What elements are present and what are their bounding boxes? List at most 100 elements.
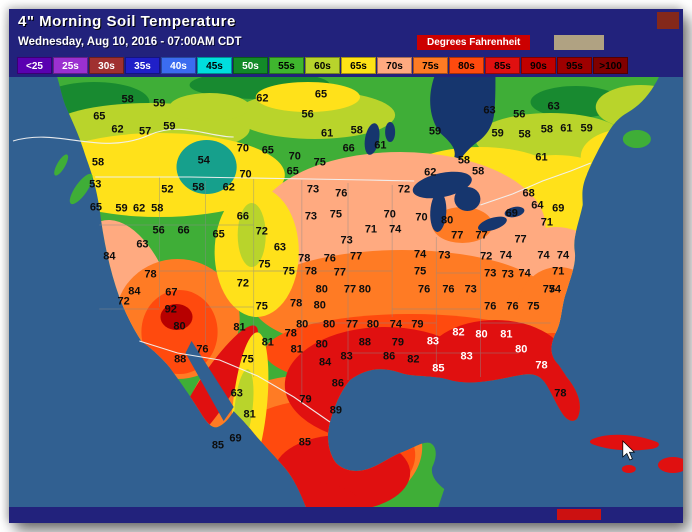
station-temp: 75	[282, 265, 295, 278]
station-temp: 75	[241, 353, 254, 366]
station-temp: 80	[296, 318, 309, 331]
station-temp: 58	[518, 128, 531, 141]
station-temp: 75	[542, 283, 555, 296]
station-temp: 68	[522, 187, 535, 200]
station-temp: 83	[426, 335, 440, 348]
station-temp: 69	[552, 202, 565, 215]
station-temp: 81	[261, 336, 274, 349]
station-temp: 79	[299, 393, 312, 405]
station-temp: 58	[121, 93, 134, 106]
station-temp: 74	[518, 267, 531, 280]
station-temp: 59	[491, 127, 504, 140]
station-temp: 70	[239, 168, 252, 181]
station-temp: 85	[211, 439, 225, 451]
station-temp: 86	[383, 350, 396, 363]
station-temp: 61	[560, 122, 573, 135]
station-temp: 72	[397, 183, 411, 196]
station-temp: 54	[197, 154, 210, 167]
station-temp: 63	[136, 238, 149, 251]
station-temp: 69	[505, 207, 518, 220]
legend-item-30s: 30s	[89, 56, 124, 74]
station-temp: 63	[547, 100, 560, 113]
station-temp: 82	[407, 353, 420, 366]
station-temp: 73	[464, 283, 477, 296]
hudson-bay	[430, 77, 496, 159]
station-temp: 80	[515, 343, 528, 356]
station-temp: 76	[442, 283, 455, 296]
legend-item-95s: 95s	[557, 56, 592, 74]
station-temp: 88	[358, 336, 371, 349]
mouse-cursor-icon	[622, 440, 636, 461]
station-temp: 73	[340, 234, 353, 247]
station-temp: 81	[243, 408, 256, 421]
station-temp: 71	[552, 265, 565, 278]
state-borders	[99, 177, 551, 402]
subtitle-bar: Wednesday, Aug 10, 2016 - 07:00AM CDT De…	[9, 33, 683, 53]
station-temp: 79	[411, 318, 424, 331]
corner-box	[657, 12, 679, 29]
station-temp: 59	[153, 97, 166, 110]
station-temp: 77	[451, 229, 464, 242]
station-temp: 80	[315, 338, 328, 351]
station-temp: 78	[289, 297, 303, 310]
station-temp: 76	[323, 252, 336, 265]
station-temp: 70	[415, 211, 428, 224]
legend-item-45s: 45s	[197, 56, 232, 74]
station-temp: 83	[460, 350, 473, 362]
station-temp: 73	[438, 249, 451, 262]
station-temp: 64	[531, 199, 544, 212]
station-temp: 58	[91, 156, 105, 169]
station-temp: 61	[321, 127, 334, 140]
islands	[54, 130, 683, 473]
station-temp: 73	[304, 210, 318, 223]
station-temp: 67	[165, 286, 178, 299]
station-temp: 71	[364, 223, 378, 236]
station-temp: 79	[391, 336, 405, 349]
legend-item-85s: 85s	[485, 56, 520, 74]
station-temp: 74	[537, 249, 550, 262]
station-temp: 62	[111, 123, 124, 136]
station-temp: 78	[298, 252, 311, 265]
station-temp: 63	[483, 104, 496, 117]
station-temp: 72	[255, 225, 268, 238]
station-temp: 80	[358, 283, 371, 296]
station-temp: 73	[306, 183, 320, 196]
station-temp: 74	[389, 318, 402, 331]
legend-item-60s: 60s	[305, 56, 340, 74]
station-temp: 66	[177, 224, 190, 236]
map: 58 59 62 65 56 63 56 63 58 58 61 59 65 62 57 59 61 58 66 61…	[9, 77, 683, 507]
station-temp: 80	[313, 299, 326, 312]
station-temp: 78	[554, 387, 567, 400]
station-temp: 72	[117, 295, 130, 308]
legend-item-25s: 25s	[53, 56, 88, 74]
station-temp: 85	[298, 436, 311, 448]
station-temp: 80	[440, 214, 454, 227]
station-temp: 73	[501, 268, 514, 281]
station-temp: 58	[192, 181, 205, 193]
station-temp: 58	[457, 154, 471, 167]
station-temp: 84	[128, 285, 141, 298]
station-temp: 80	[475, 328, 488, 341]
legend-item-55s: 55s	[269, 56, 304, 74]
tan-box	[554, 35, 604, 50]
station-temp: 62	[222, 181, 235, 193]
footer-red-box	[557, 509, 601, 520]
station-temp: 76	[196, 343, 209, 356]
station-temp: 77	[345, 318, 359, 331]
legend-bar: <25 25s 30s 35s 40s 45s 50s 55s 60s 65s 70s 75s 80s 8…	[9, 53, 683, 77]
station-temp: 52	[161, 183, 174, 196]
station-temp: 76	[506, 300, 519, 313]
station-temp: 61	[535, 151, 548, 164]
legend-item-100: >100	[593, 56, 628, 74]
legend-item-50s: 50s	[233, 56, 268, 74]
station-temp: 57	[139, 125, 152, 138]
station-temp: 76	[484, 300, 497, 313]
station-temp: 56	[152, 224, 165, 236]
station-temp: 81	[290, 343, 303, 356]
station-temp: 71	[540, 216, 553, 229]
station-temp: 85	[432, 362, 445, 375]
station-temp: 76	[418, 283, 431, 296]
national-borders	[12, 128, 591, 423]
station-temp: 59	[115, 202, 128, 215]
